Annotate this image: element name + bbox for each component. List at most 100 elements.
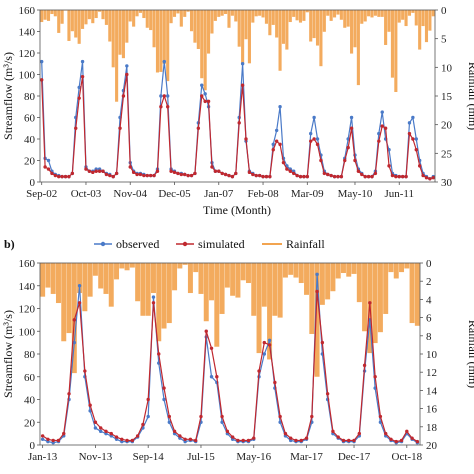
simulated-point	[268, 174, 272, 179]
rainfall-bar	[353, 10, 357, 48]
simulated-point	[230, 174, 235, 179]
simulated-point	[302, 174, 306, 179]
observed-point	[278, 105, 282, 109]
simulated-point	[135, 434, 140, 438]
right-tick-label: 4	[426, 294, 432, 306]
rainfall-bar	[377, 263, 383, 333]
rainfall-bar	[312, 10, 316, 39]
x-tick-label: Oct-18	[392, 451, 423, 463]
rainfall-bar	[256, 263, 262, 354]
rainfall-bar	[169, 10, 173, 24]
right-tick-label: 10	[441, 62, 453, 74]
observed-point	[88, 409, 92, 413]
simulated-point	[94, 169, 98, 173]
rainfall-bar	[224, 263, 230, 288]
rainfall-bar	[261, 263, 267, 307]
legend-label-rainfall: Rainfall	[286, 237, 325, 251]
rainfall-bar	[367, 10, 371, 17]
simulated-point	[104, 429, 108, 434]
observed-point	[407, 121, 412, 125]
observed-point	[312, 115, 316, 120]
observed-point	[267, 338, 272, 343]
simulated-point	[352, 438, 356, 443]
simulated-point	[108, 173, 112, 178]
rainfall-bar	[50, 10, 54, 15]
simulated-point	[366, 174, 371, 179]
rainfall-bar	[187, 263, 193, 294]
simulated-point	[411, 137, 415, 141]
simulated-point	[188, 437, 193, 442]
panel-b-label: b)	[4, 237, 15, 251]
rainfall-bar	[66, 263, 72, 334]
simulated-point	[155, 169, 160, 173]
rainfall-bar	[132, 10, 136, 27]
rainfall-bar	[145, 263, 151, 316]
rainfall-bar	[288, 263, 294, 275]
rainfall-bar	[315, 10, 320, 46]
simulated-point	[43, 165, 47, 169]
simulated-point	[101, 169, 105, 173]
simulated-point	[415, 439, 420, 444]
simulated-point	[383, 431, 388, 436]
simulated-point	[196, 126, 201, 130]
simulated-point	[60, 174, 64, 179]
simulated-point	[172, 170, 177, 175]
simulated-point	[336, 174, 340, 179]
rainfall-bar	[150, 263, 156, 294]
panel-a-simulated-series	[40, 72, 435, 181]
rainfall-bar	[128, 10, 132, 22]
simulated-point	[183, 437, 187, 442]
rainfall-bar	[55, 263, 61, 304]
rainfall-bar	[138, 10, 143, 13]
simulated-point	[135, 172, 139, 177]
simulated-point	[294, 438, 298, 443]
rainfall-bar	[261, 10, 265, 18]
right-tick-label: 20	[426, 440, 438, 452]
simulated-point	[343, 158, 347, 163]
right-tick-label: 30	[441, 177, 453, 189]
left-tick-label: 80	[24, 349, 36, 361]
rainfall-bar	[224, 10, 228, 15]
legend-item-simulated: simulated	[176, 237, 245, 251]
rainfall-bar	[179, 10, 183, 27]
simulated-point	[257, 369, 261, 373]
simulated-point	[57, 174, 61, 179]
observed-point	[93, 426, 98, 430]
observed-point	[159, 94, 163, 98]
rainfall-bar	[104, 10, 108, 25]
rainfall-bar	[335, 263, 341, 279]
right-tick-label: 16	[426, 404, 438, 416]
simulated-point	[281, 160, 286, 165]
observed-point	[46, 158, 51, 163]
observed-point	[162, 59, 166, 64]
simulated-point	[349, 126, 354, 130]
rainfall-bar	[272, 263, 278, 316]
panel-b-simulated-series	[40, 289, 420, 444]
simulated-point	[237, 121, 241, 125]
rainfall-bar	[193, 10, 197, 43]
rainfall-bar	[428, 10, 432, 31]
rainfall-bar	[414, 263, 420, 326]
simulated-point	[380, 124, 384, 128]
rainfall-bar	[360, 10, 364, 24]
rainfall-bar	[203, 10, 207, 91]
simulated-point	[179, 172, 184, 177]
x-tick-label: Jan-07	[204, 188, 234, 200]
simulated-point	[50, 171, 54, 176]
rainfall-bar	[247, 10, 251, 64]
rainfall-bar	[53, 10, 57, 17]
rainfall-bar	[207, 10, 211, 54]
x-tick-label: Dec-05	[158, 188, 191, 200]
rainfall-bar	[162, 10, 166, 64]
simulated-point	[370, 174, 374, 179]
rainfall-bar	[351, 263, 357, 274]
simulated-point	[217, 169, 221, 173]
simulated-point	[120, 437, 124, 442]
right-tick-label: 8	[426, 331, 432, 343]
simulated-point	[400, 174, 405, 179]
simulated-point	[125, 438, 129, 443]
rainfall-bar	[411, 10, 415, 13]
rainfall-bar	[176, 10, 180, 14]
rainfall-bar	[125, 10, 129, 43]
rainfall-bar	[172, 263, 178, 291]
